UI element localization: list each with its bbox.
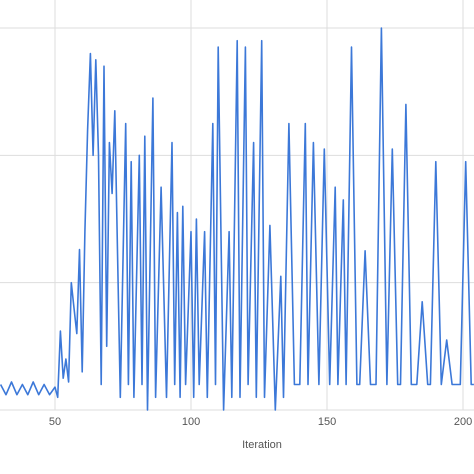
x-tick-label: 150 (318, 416, 336, 428)
x-tick-label: 200 (454, 416, 472, 428)
data-line (0, 27, 474, 411)
x-tick-label: 100 (182, 416, 200, 428)
x-axis-label: Iteration (242, 439, 282, 451)
x-tick-label: 50 (49, 416, 61, 428)
